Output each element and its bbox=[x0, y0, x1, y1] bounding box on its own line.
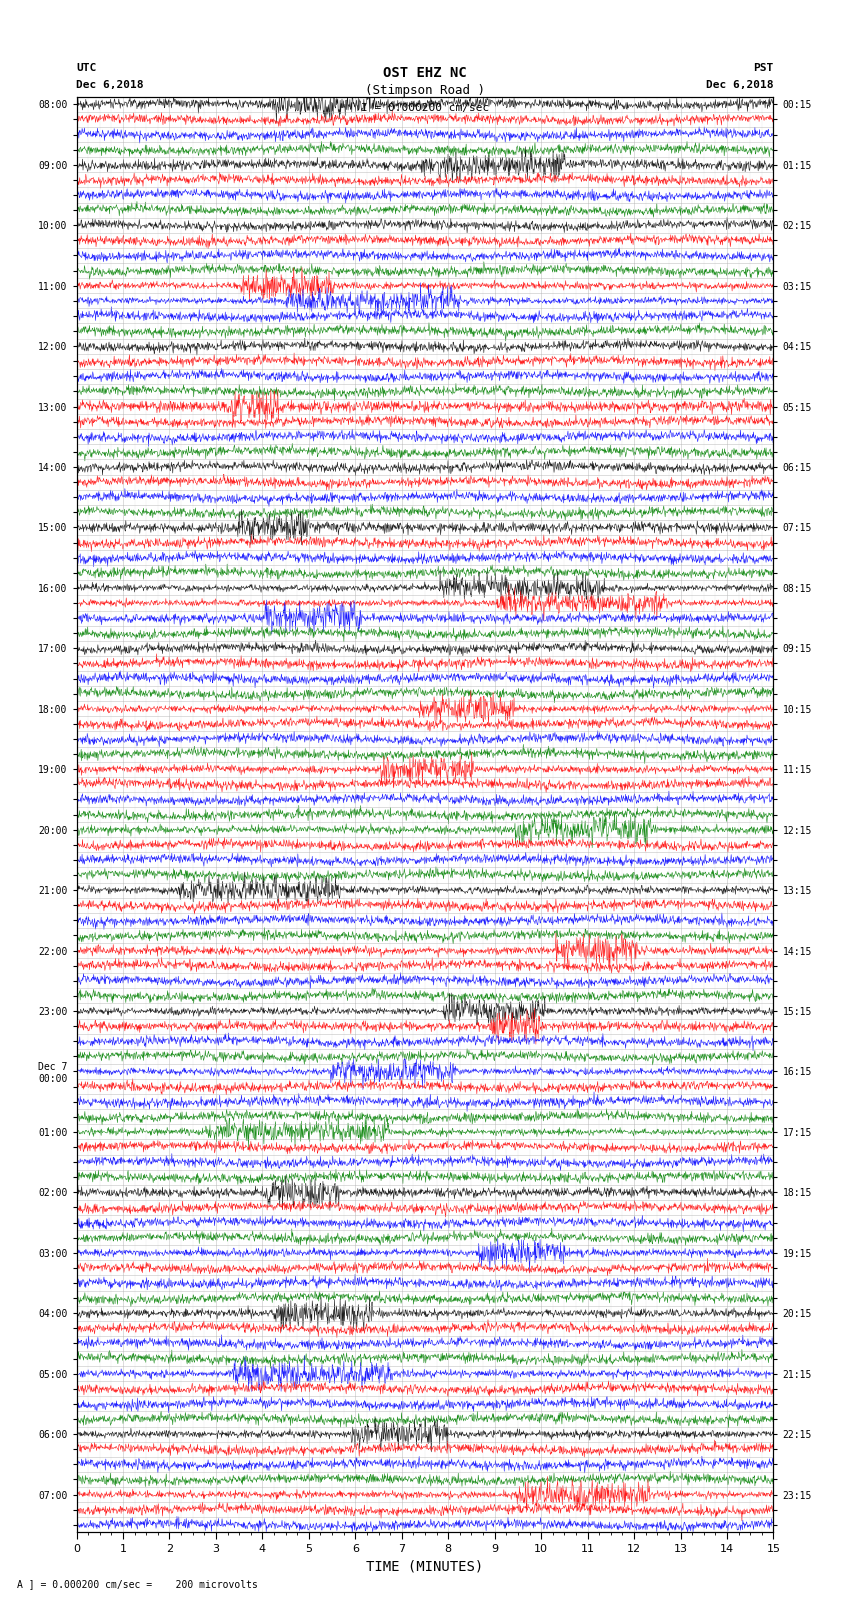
Text: OST EHZ NC: OST EHZ NC bbox=[383, 66, 467, 79]
Text: I = 0.000200 cm/sec: I = 0.000200 cm/sec bbox=[361, 103, 489, 113]
Text: A ] = 0.000200 cm/sec =    200 microvolts: A ] = 0.000200 cm/sec = 200 microvolts bbox=[17, 1579, 258, 1589]
X-axis label: TIME (MINUTES): TIME (MINUTES) bbox=[366, 1560, 484, 1574]
Text: PST: PST bbox=[753, 63, 774, 73]
Text: UTC: UTC bbox=[76, 63, 97, 73]
Text: Dec 6,2018: Dec 6,2018 bbox=[706, 81, 774, 90]
Text: (Stimpson Road ): (Stimpson Road ) bbox=[365, 84, 485, 97]
Text: Dec 6,2018: Dec 6,2018 bbox=[76, 81, 144, 90]
